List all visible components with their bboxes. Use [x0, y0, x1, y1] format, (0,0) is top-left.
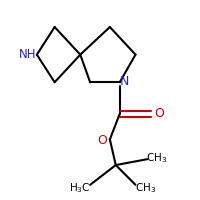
Text: NH: NH [19, 48, 37, 61]
Text: N: N [120, 75, 129, 88]
Text: O: O [97, 134, 107, 147]
Text: CH$_3$: CH$_3$ [146, 151, 167, 165]
Text: H$_3$C: H$_3$C [69, 181, 91, 195]
Text: CH$_3$: CH$_3$ [135, 181, 156, 195]
Text: O: O [154, 107, 164, 120]
